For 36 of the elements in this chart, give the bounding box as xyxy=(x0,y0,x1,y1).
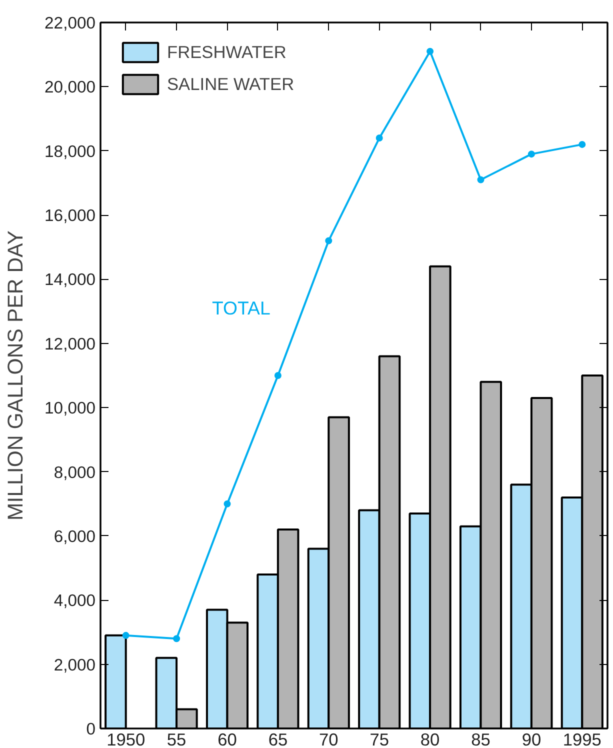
x-tick-label: 55 xyxy=(166,730,186,748)
x-tick-label: 60 xyxy=(218,730,237,748)
point xyxy=(528,150,535,158)
x-tick-label: 90 xyxy=(522,730,542,748)
point xyxy=(224,500,231,508)
series-label: TOTAL xyxy=(212,298,270,319)
y-tick-label: 22,000 xyxy=(44,14,96,32)
legend-label: SALINE WATER xyxy=(167,74,294,94)
y-tick-label: 10,000 xyxy=(44,398,96,418)
y-tick-label: 8,000 xyxy=(54,462,96,482)
x-tick-label: 85 xyxy=(471,730,490,748)
point xyxy=(122,632,130,639)
y-tick-label: 16,000 xyxy=(44,206,96,226)
y-tick-label: 14,000 xyxy=(44,270,96,290)
y-tick-label: 0 xyxy=(86,720,96,738)
point xyxy=(376,134,383,142)
point xyxy=(578,140,586,148)
x-tick-label: 80 xyxy=(420,730,440,748)
x-tick-label: 1950 xyxy=(106,730,146,748)
y-tick-label: 18,000 xyxy=(44,142,96,161)
x-tick-label: 70 xyxy=(319,730,338,748)
point xyxy=(274,372,282,379)
point xyxy=(325,237,332,244)
y-tick-label: 12,000 xyxy=(44,334,96,354)
point xyxy=(426,48,434,55)
legend-label: FRESHWATER xyxy=(167,42,286,62)
y-tick-label: 4,000 xyxy=(54,591,96,610)
y-axis-title: MILLION GALLONS PER DAY xyxy=(4,230,28,520)
x-tick-label: 75 xyxy=(370,730,389,748)
point xyxy=(477,176,484,184)
y-tick-label: 20,000 xyxy=(44,78,96,97)
y-tick-label: 6,000 xyxy=(54,526,96,546)
y-tick-label: 2,000 xyxy=(54,655,96,674)
x-tick-label: 1995 xyxy=(562,730,602,748)
point xyxy=(173,635,180,642)
x-tick-label: 65 xyxy=(268,730,288,748)
